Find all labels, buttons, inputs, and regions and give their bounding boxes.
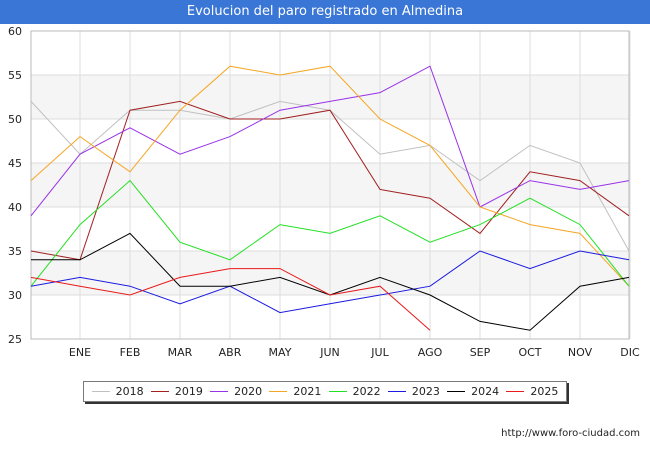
x-tick-label: SEP [470, 346, 491, 359]
y-tick-label: 25 [8, 333, 22, 346]
y-tick-label: 50 [8, 113, 22, 126]
legend-label: 2025 [530, 385, 559, 398]
x-tick-label: MAR [168, 346, 193, 359]
x-tick-label: FEB [120, 346, 141, 359]
legend-entry-2023: 2023 [387, 385, 440, 398]
x-tick-label: DIC [620, 346, 640, 359]
legend-label: 2023 [411, 385, 440, 398]
series-line-2021 [30, 65, 630, 287]
series-line-2020 [30, 65, 630, 217]
y-tick-label: 55 [8, 69, 22, 82]
legend-swatch [150, 391, 169, 392]
x-tick-label: ENE [69, 346, 91, 359]
x-tick-label: ABR [219, 346, 242, 359]
chart-title: Evolucion del paro registrado en Almedin… [0, 0, 650, 24]
legend-label: 2019 [174, 385, 203, 398]
legend-label: 2021 [293, 385, 322, 398]
x-tick-label: JUL [370, 346, 389, 359]
legend-swatch [328, 391, 347, 392]
legend-swatch [91, 391, 110, 392]
legend-label: 2024 [471, 385, 500, 398]
legend-entry-2020: 2020 [210, 385, 262, 398]
x-tick-label: AGO [418, 346, 443, 359]
x-tick-label: OCT [518, 346, 541, 359]
y-axis: 25 30 35 40 45 50 55 60 [8, 25, 22, 346]
y-tick-label: 45 [8, 157, 22, 170]
series-line-2022 [30, 179, 630, 287]
y-tick-label: 60 [8, 25, 22, 38]
y-tick-label: 35 [8, 245, 22, 258]
legend-entry-2021: 2021 [269, 385, 321, 398]
source-url[interactable]: http://www.foro-ciudad.com [501, 428, 640, 439]
y-tick-label: 30 [8, 289, 22, 302]
legend-entry-2025: 2025 [506, 385, 558, 398]
series-line-2019 [30, 100, 630, 261]
x-tick-label: MAY [269, 346, 292, 359]
legend: 2018 2019 2020 2021 2022 2023 2024 2025 [83, 381, 567, 402]
legend-entry-2019: 2019 [150, 385, 203, 398]
legend-swatch [447, 391, 466, 392]
x-tick-label: JUN [319, 346, 340, 359]
legend-swatch [506, 391, 525, 392]
x-tick-label: NOV [568, 346, 593, 359]
series-line-2023 [30, 250, 630, 314]
series-lines [30, 65, 630, 331]
x-axis: ENE FEB MAR ABR MAY JUN JUL AGO SEP OCT NOV DIC [69, 346, 640, 359]
legend-swatch [269, 391, 288, 392]
legend-swatch [387, 391, 406, 392]
y-tick-label: 40 [8, 201, 22, 214]
legend-label: 2022 [352, 385, 381, 398]
legend-label: 2018 [115, 385, 144, 398]
legend-label: 2020 [234, 385, 263, 398]
legend-entry-2018: 2018 [91, 385, 144, 398]
legend-entry-2024: 2024 [447, 385, 499, 398]
legend-entry-2022: 2022 [328, 385, 381, 398]
legend-swatch [210, 391, 229, 392]
plot-frame [30, 30, 630, 340]
series-line-2025 [30, 268, 431, 331]
